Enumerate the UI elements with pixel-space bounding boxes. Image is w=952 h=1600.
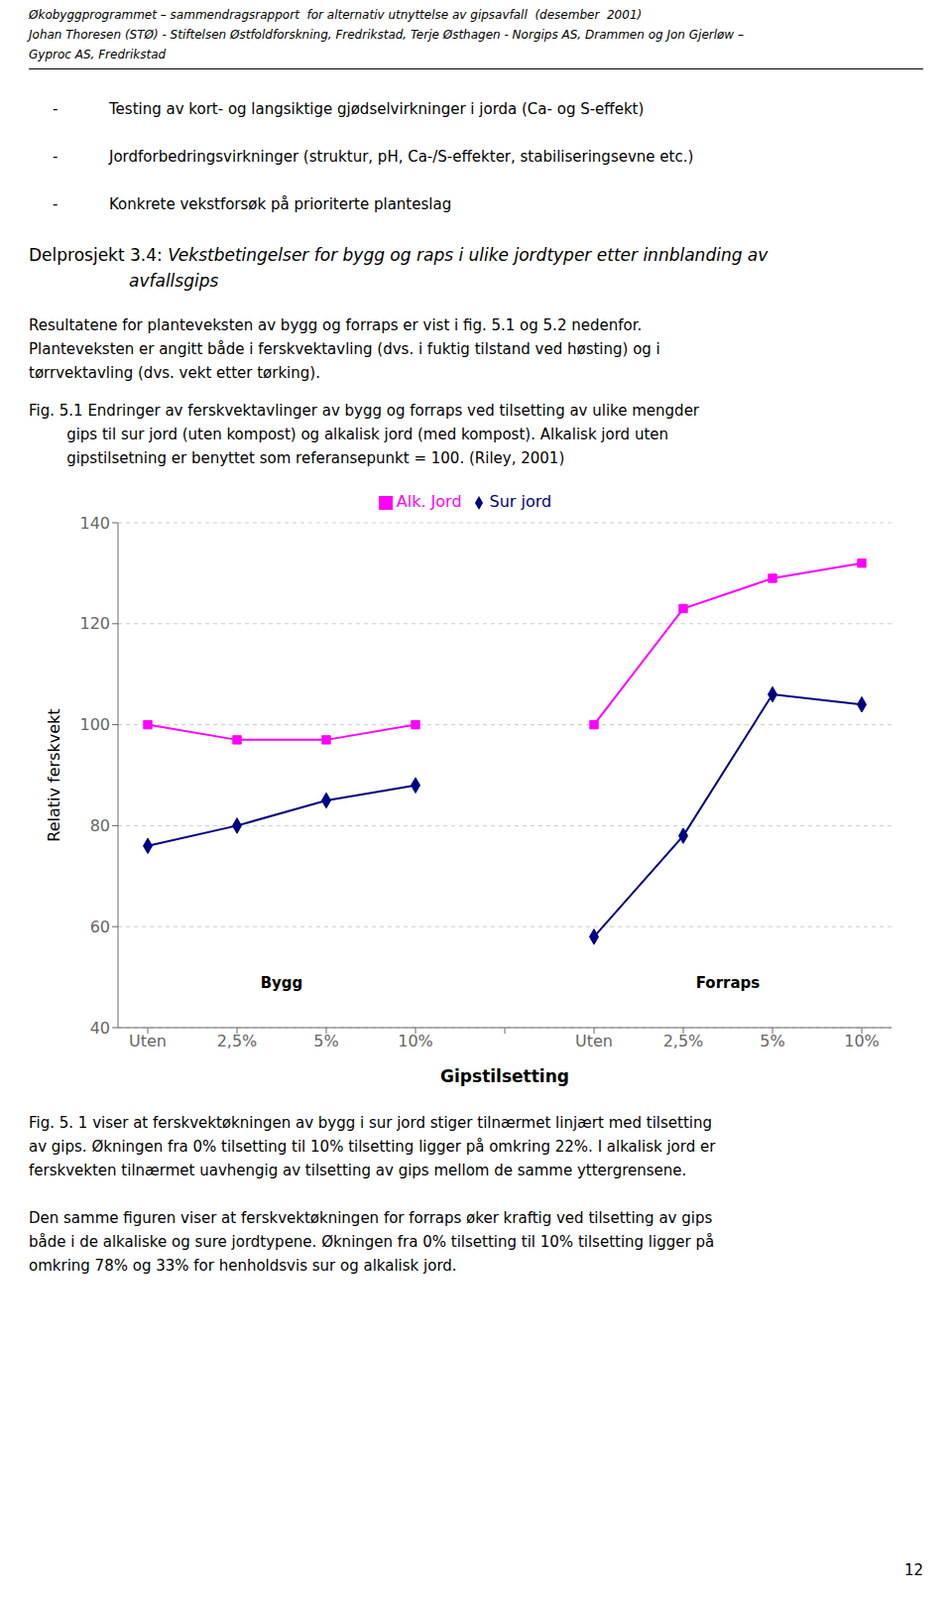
svg-text:2,5%: 2,5% [217, 1031, 258, 1051]
svg-text:2,5%: 2,5% [663, 1031, 705, 1051]
svg-text:80: 80 [90, 816, 111, 835]
html-text:både i de alkaliske og sure jo: både i de alkaliske og sure jordtypene. … [28, 1232, 715, 1251]
html-text:Resultatene for planteveksten: Resultatene for planteveksten av bygg og… [28, 316, 642, 335]
html-text:Alk. Jord: Alk. Jord [396, 491, 462, 511]
svg-text:5%: 5% [313, 1031, 339, 1051]
html-text:Konkrete vekstforsøk på priori: Konkrete vekstforsøk på prioriterte plan… [109, 195, 452, 214]
html-text:avfallsgips: avfallsgips [128, 270, 219, 291]
html-text:Delprosjekt 3.4: Vekstbetingel: Delprosjekt 3.4: Vekstbetingelser for by… [28, 244, 768, 265]
html-text:tørrvektavling (dvs. vekt ette: tørrvektavling (dvs. vekt etter tørking)… [28, 363, 321, 382]
html-text:Økobyggprogrammet – sammendrag: Økobyggprogrammet – sammendragsrapport f… [28, 7, 642, 22]
svg-text:Gipstilsetting: Gipstilsetting [440, 1066, 570, 1086]
html-text:gips til sur jord (uten kompos: gips til sur jord (uten kompost) og alka… [28, 425, 669, 444]
svg-text:140: 140 [79, 513, 111, 533]
svg-text:40: 40 [90, 1018, 111, 1038]
html-text:Planteveksten er angitt både i: Planteveksten er angitt både i ferskvekt… [28, 340, 661, 358]
html-text:ferskvekten tilnærmet uavhengi: ferskvekten tilnærmet uavhengig av tilse… [28, 1161, 687, 1180]
svg-text:60: 60 [90, 917, 111, 937]
html-text:12: 12 [904, 1560, 924, 1579]
html-text:Den samme figuren viser at fer: Den samme figuren viser at ferskvektøkni… [28, 1208, 713, 1227]
html-text:Gyproc AS, Fredrikstad: Gyproc AS, Fredrikstad [28, 47, 166, 62]
html-text:gipstilsetning er benyttet som: gipstilsetning er benyttet som referanse… [28, 449, 565, 468]
html-text:omkring 78% og 33% for henhold: omkring 78% og 33% for henholdsvis sur o… [28, 1256, 457, 1275]
svg-text:10%: 10% [843, 1031, 880, 1051]
html-text:Johan Thoresen (STØ) - Stiftel: Johan Thoresen (STØ) - Stiftelsen Østfol… [28, 27, 744, 42]
html-text:Testing av kort- og langsiktig: Testing av kort- og langsiktige gjødselv… [109, 100, 644, 119]
html-text:Jordforbedringsvirkninger (str: Jordforbedringsvirkninger (struktur, pH,… [109, 147, 694, 166]
html-text:Fig. 5. 1 viser at ferskvektøk: Fig. 5. 1 viser at ferskvektøkningen av … [28, 1113, 713, 1132]
svg-text:120: 120 [79, 613, 111, 633]
html-text:Fig. 5.1 Endringer av ferskvek: Fig. 5.1 Endringer av ferskvektavlinger … [28, 401, 700, 420]
svg-text:10%: 10% [397, 1031, 434, 1051]
html-text:av gips. Økningen fra 0% tilse: av gips. Økningen fra 0% tilsetting til … [28, 1137, 716, 1156]
svg-text:Uten: Uten [575, 1031, 613, 1051]
svg-text:Relativ ferskvekt: Relativ ferskvekt [44, 708, 64, 841]
svg-text:Bygg: Bygg [260, 973, 304, 992]
svg-text:5%: 5% [759, 1031, 785, 1051]
svg-text:100: 100 [79, 714, 111, 734]
html-text:Sur jord: Sur jord [489, 491, 552, 511]
svg-text:Uten: Uten [128, 1031, 167, 1051]
svg-text:Forraps: Forraps [696, 973, 761, 992]
